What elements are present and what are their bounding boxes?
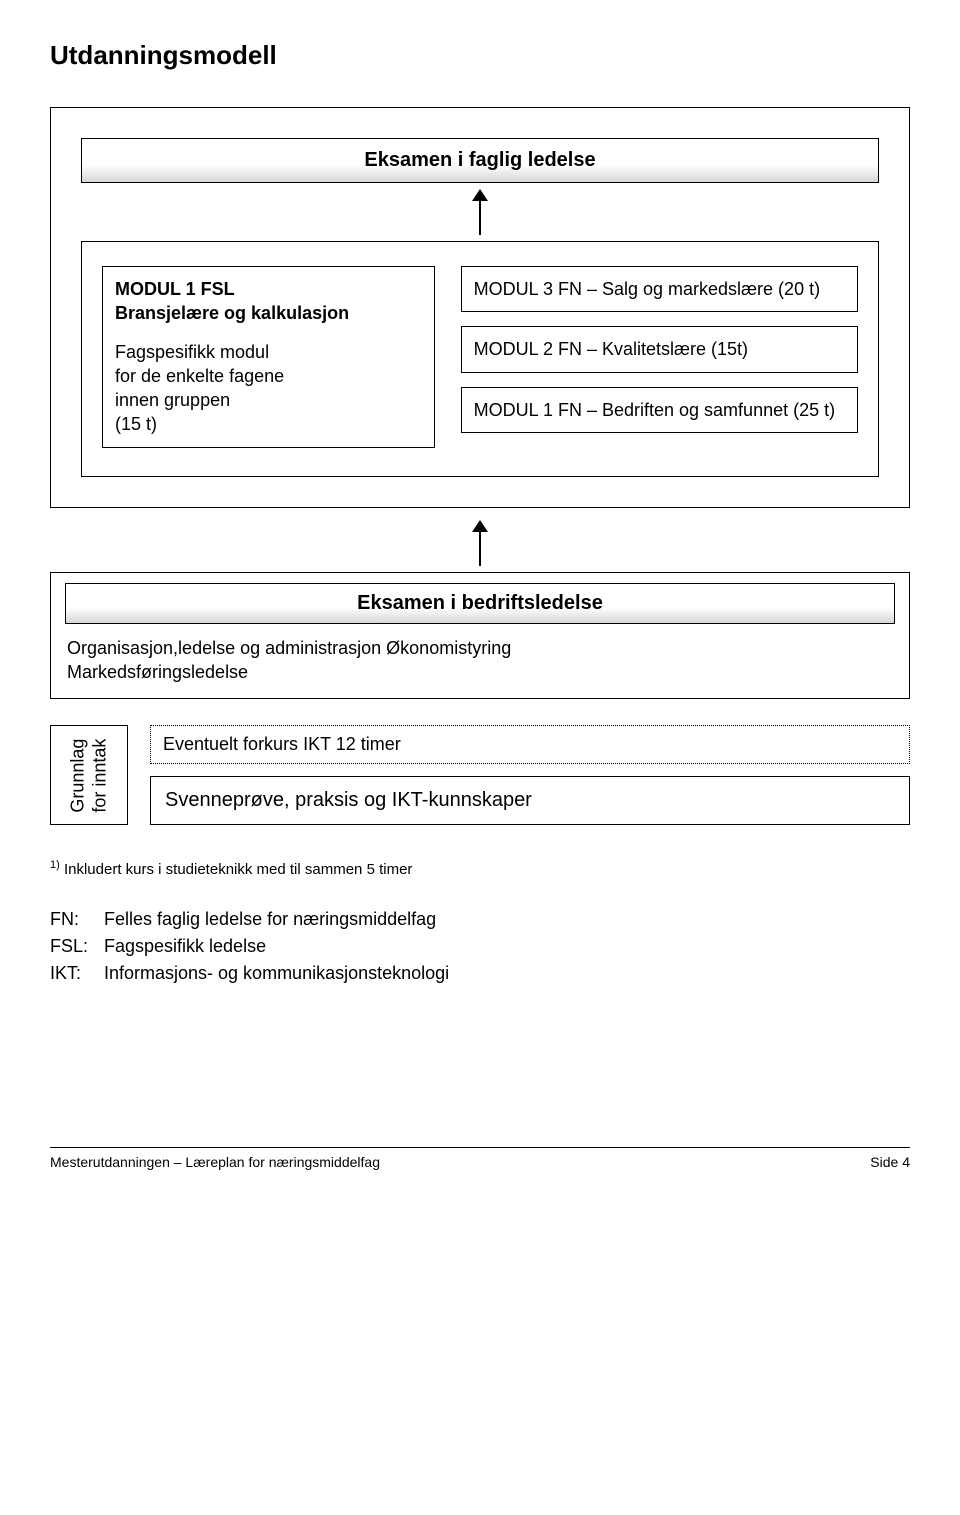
module-1-fsl-title: MODUL 1 FSL bbox=[115, 277, 422, 301]
footer-right: Side 4 bbox=[870, 1154, 910, 1170]
module-1-fsl-desc3: innen gruppen bbox=[115, 388, 422, 412]
footer-left: Mesterutdanningen – Læreplan for nærings… bbox=[50, 1154, 380, 1170]
page-title: Utdanningsmodell bbox=[50, 40, 910, 71]
top-frame: Eksamen i faglig ledelse MODUL 1 FSL Bra… bbox=[50, 107, 910, 508]
module-1-fsl-desc1: Fagspesifikk modul bbox=[115, 340, 422, 364]
bedriftsledelse-header: Eksamen i bedriftsledelse bbox=[65, 583, 895, 624]
grunnlag-row: Grunnlag for inntak Eventuelt forkurs IK… bbox=[50, 725, 910, 825]
module-3-fn: MODUL 3 FN – Salg og markedslære (20 t) bbox=[461, 266, 858, 312]
page-footer: Mesterutdanningen – Læreplan for nærings… bbox=[50, 1147, 910, 1170]
module-1-fsl-subtitle: Bransjelære og kalkulasjon bbox=[115, 301, 422, 325]
module-1-fsl-desc2: for de enkelte fagene bbox=[115, 364, 422, 388]
footnote-marker: 1) bbox=[50, 859, 60, 871]
def-fsl-label: FSL: bbox=[50, 933, 104, 960]
def-ikt-text: Informasjons- og kommunikasjonsteknologi bbox=[104, 960, 449, 987]
footnote: 1) Inkludert kurs i studieteknikk med ti… bbox=[50, 859, 910, 878]
def-fn-text: Felles faglig ledelse for næringsmiddelf… bbox=[104, 906, 436, 933]
bedrifts-line1: Organisasjon,ledelse og administrasjon Ø… bbox=[67, 636, 893, 660]
arrow-top bbox=[81, 189, 879, 235]
grunnlag-label-cell: Grunnlag for inntak bbox=[50, 725, 128, 825]
grunnlag-label-1: Grunnlag bbox=[67, 738, 87, 812]
top-header-bar: Eksamen i faglig ledelse bbox=[81, 138, 879, 183]
forkurs-box: Eventuelt forkurs IKT 12 timer bbox=[150, 725, 910, 764]
def-fsl-text: Fagspesifikk ledelse bbox=[104, 933, 266, 960]
definitions: FN: Felles faglig ledelse for næringsmid… bbox=[50, 906, 910, 987]
svenneprove-box: Svenneprøve, praksis og IKT-kunnskaper bbox=[150, 776, 910, 825]
module-2-fn: MODUL 2 FN – Kvalitetslære (15t) bbox=[461, 326, 858, 372]
module-1-fn: MODUL 1 FN – Bedriften og samfunnet (25 … bbox=[461, 387, 858, 433]
modules-container: MODUL 1 FSL Bransjelære og kalkulasjon F… bbox=[81, 241, 879, 477]
footnote-text: Inkludert kurs i studieteknikk med til s… bbox=[64, 861, 412, 878]
def-fn-label: FN: bbox=[50, 906, 104, 933]
def-ikt-label: IKT: bbox=[50, 960, 104, 987]
module-1-fsl-desc4: (15 t) bbox=[115, 412, 422, 436]
arrow-bottom bbox=[50, 520, 910, 566]
bedrifts-line2: Markedsføringsledelse bbox=[67, 660, 893, 684]
bedriftsledelse-box: Eksamen i bedriftsledelse Organisasjon,l… bbox=[50, 572, 910, 700]
grunnlag-label-2: for inntak bbox=[89, 738, 109, 812]
module-1-fsl: MODUL 1 FSL Bransjelære og kalkulasjon F… bbox=[102, 266, 435, 448]
